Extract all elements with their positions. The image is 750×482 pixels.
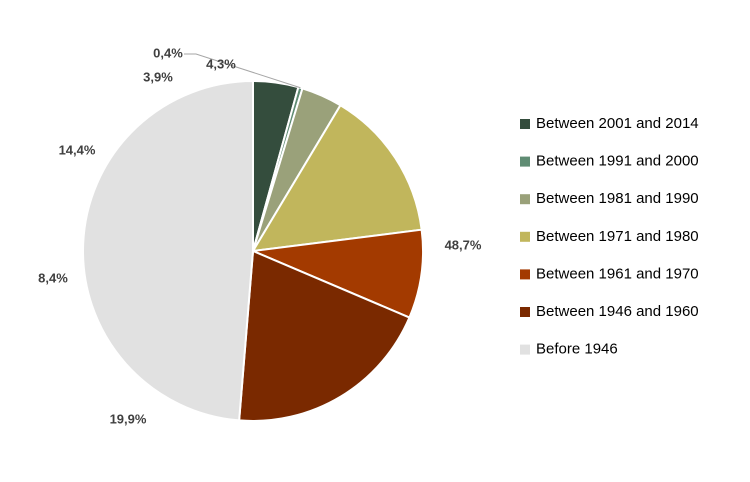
legend-swatch-1 [520,156,530,167]
legend-swatch-6 [520,344,530,355]
legend-label-6: Before 1946 [536,341,618,358]
legend-label-3: Between 1971 and 1980 [536,228,699,245]
pie-slices [82,79,424,422]
legend-label-5: Between 1946 and 1960 [536,303,699,320]
slice-label-6: 48,7% [445,237,482,252]
pie-slice-5 [238,249,411,422]
slice-labels: 4,3% 0,4% 3,9% 14,4% 8,4% 19,9% 48,7% [38,45,482,426]
pie-slice-4 [249,228,424,319]
leader-line-1 [184,53,301,89]
slice-label-1: 0,4% [153,45,183,60]
slice-label-2: 3,9% [143,69,173,84]
legend-label-1: Between 1991 and 2000 [536,153,699,170]
pie-slice-6 [82,79,254,422]
slice-label-3: 14,4% [59,142,96,157]
legend-label-4: Between 1961 and 1970 [536,265,699,282]
legend: Between 2001 and 2014 Between 1991 and 20… [520,115,699,358]
legend-swatch-5 [520,307,530,317]
legend-swatch-0 [520,119,530,129]
legend-swatch-2 [520,194,530,205]
legend-swatch-3 [520,231,530,242]
legend-label-2: Between 1981 and 1990 [536,190,699,207]
slice-label-4: 8,4% [38,270,68,285]
legend-swatch-4 [520,269,530,280]
leader-lines [184,53,301,89]
pie-slice-3 [251,103,423,253]
slice-label-0: 4,3% [206,56,236,71]
legend-label-0: Between 2001 and 2014 [536,115,699,132]
slice-label-5: 19,9% [110,411,147,426]
